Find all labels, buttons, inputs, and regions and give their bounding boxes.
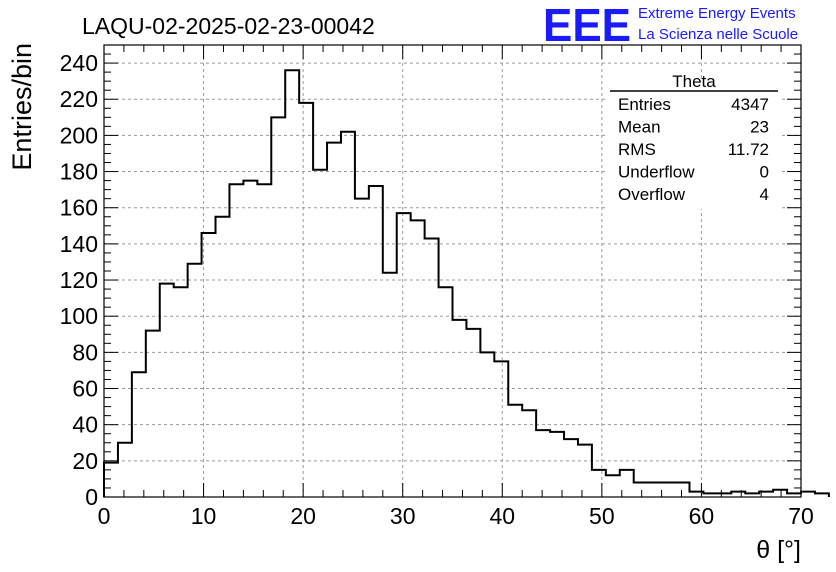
y-tick-label: 80 bbox=[72, 339, 98, 365]
histogram-outline bbox=[103, 69, 830, 497]
y-tick-label: 100 bbox=[60, 303, 98, 329]
histogram-bin bbox=[466, 329, 480, 497]
x-tick-label: 60 bbox=[689, 503, 715, 529]
histogram-bin bbox=[578, 445, 592, 497]
y-tick-label: 20 bbox=[72, 448, 98, 474]
stats-box-background bbox=[608, 78, 780, 209]
histogram-bin bbox=[439, 287, 453, 497]
histogram-bin bbox=[564, 439, 578, 497]
histogram-bin bbox=[508, 405, 522, 497]
histogram-bin bbox=[327, 143, 341, 497]
x-tick-label: 70 bbox=[788, 503, 814, 529]
histogram-bin bbox=[188, 264, 202, 497]
y-tick-label: 180 bbox=[60, 159, 98, 185]
histogram-bin bbox=[480, 352, 494, 497]
stats-rows: Entries 4347 Mean 23 RMS 11.72 Underflow 0 Overf… bbox=[618, 95, 769, 204]
stats-row-value: 4347 bbox=[731, 95, 769, 114]
histogram-bin bbox=[160, 284, 174, 497]
eee-logo-mark: EEE bbox=[543, 0, 631, 51]
histogram-bin bbox=[341, 132, 355, 497]
stats-row-label: Mean bbox=[618, 118, 661, 137]
histogram-bin bbox=[285, 70, 299, 497]
histogram-bin bbox=[801, 492, 815, 497]
histogram-bin bbox=[662, 483, 676, 497]
y-tick-label: 120 bbox=[60, 267, 98, 293]
y-tick-label: 220 bbox=[60, 86, 98, 112]
histogram-bin bbox=[815, 493, 829, 497]
y-tick-label: 160 bbox=[60, 195, 98, 221]
run-id-title: LAQU-02-2025-02-23-00042 bbox=[82, 13, 375, 39]
stats-row-label: Entries bbox=[618, 95, 671, 114]
stats-row-value: 23 bbox=[750, 118, 769, 137]
histogram-bin bbox=[494, 361, 508, 497]
histogram-bin bbox=[397, 213, 411, 497]
histogram-bin bbox=[355, 199, 369, 497]
logo-line-1: Extreme Energy Events bbox=[638, 5, 796, 22]
histogram-bin bbox=[648, 483, 662, 497]
y-tick-label: 60 bbox=[72, 376, 98, 402]
histogram-bin bbox=[146, 331, 160, 497]
stats-row-value: 4 bbox=[760, 185, 769, 204]
stats-row-label: Overflow bbox=[618, 185, 686, 204]
histogram-bin bbox=[453, 320, 467, 497]
x-tick-label: 40 bbox=[489, 503, 515, 529]
axis-ticks bbox=[103, 44, 802, 498]
histogram-series bbox=[103, 69, 830, 497]
y-tick-label: 240 bbox=[60, 50, 98, 76]
histogram-bin bbox=[425, 238, 439, 497]
x-tick-label: 10 bbox=[191, 503, 217, 529]
stats-row-value: 0 bbox=[760, 163, 769, 182]
y-tick-label: 40 bbox=[72, 412, 98, 438]
histogram-bin bbox=[216, 217, 230, 497]
x-tick-label: 50 bbox=[589, 503, 615, 529]
stats-box: Theta Entries 4347 Mean 23 RMS 11.72 Underflow… bbox=[608, 72, 780, 209]
histogram-bin bbox=[411, 220, 425, 497]
histogram-bin bbox=[383, 273, 397, 497]
y-axis-title: Entries/bin bbox=[7, 43, 37, 171]
histogram-bin bbox=[592, 470, 606, 497]
histogram-bin bbox=[202, 233, 216, 497]
x-tick-label: 20 bbox=[290, 503, 316, 529]
histogram-bin bbox=[550, 432, 564, 497]
histogram-bin bbox=[606, 475, 620, 497]
histogram-bin bbox=[229, 184, 243, 497]
histogram-bin bbox=[299, 103, 313, 497]
x-axis-title: θ [°] bbox=[756, 536, 801, 564]
y-tick-label: 140 bbox=[60, 231, 98, 257]
histogram-bin bbox=[536, 430, 550, 497]
histogram-bin bbox=[243, 181, 257, 497]
histogram-bin bbox=[634, 483, 648, 497]
histogram-bin bbox=[522, 410, 536, 497]
histogram-bin bbox=[271, 117, 285, 497]
histogram-bin bbox=[174, 287, 188, 497]
y-tick-label: 0 bbox=[85, 484, 98, 510]
histogram-bin bbox=[132, 372, 146, 497]
stats-row-label: Underflow bbox=[618, 163, 695, 182]
x-tick-label: 30 bbox=[390, 503, 416, 529]
tick-labels: 0 10 20 30 40 50 60 700204060801001201401601802… bbox=[60, 50, 814, 529]
histogram-bin bbox=[369, 186, 383, 497]
histogram-bin bbox=[676, 483, 690, 497]
histogram-bin bbox=[118, 443, 132, 497]
stats-title: Theta bbox=[672, 72, 716, 91]
histogram-bin bbox=[731, 492, 745, 497]
histogram-bin bbox=[104, 463, 118, 497]
histogram-bin bbox=[257, 184, 271, 497]
histogram-bin bbox=[313, 170, 327, 497]
stats-row-value: 11.72 bbox=[728, 140, 769, 159]
stats-row-label: RMS bbox=[618, 140, 656, 159]
x-tick-label: 0 bbox=[98, 503, 111, 529]
y-tick-label: 200 bbox=[60, 122, 98, 148]
histogram-bin bbox=[773, 490, 787, 497]
logo-line-2: La Scienza nelle Scuole bbox=[638, 26, 798, 43]
